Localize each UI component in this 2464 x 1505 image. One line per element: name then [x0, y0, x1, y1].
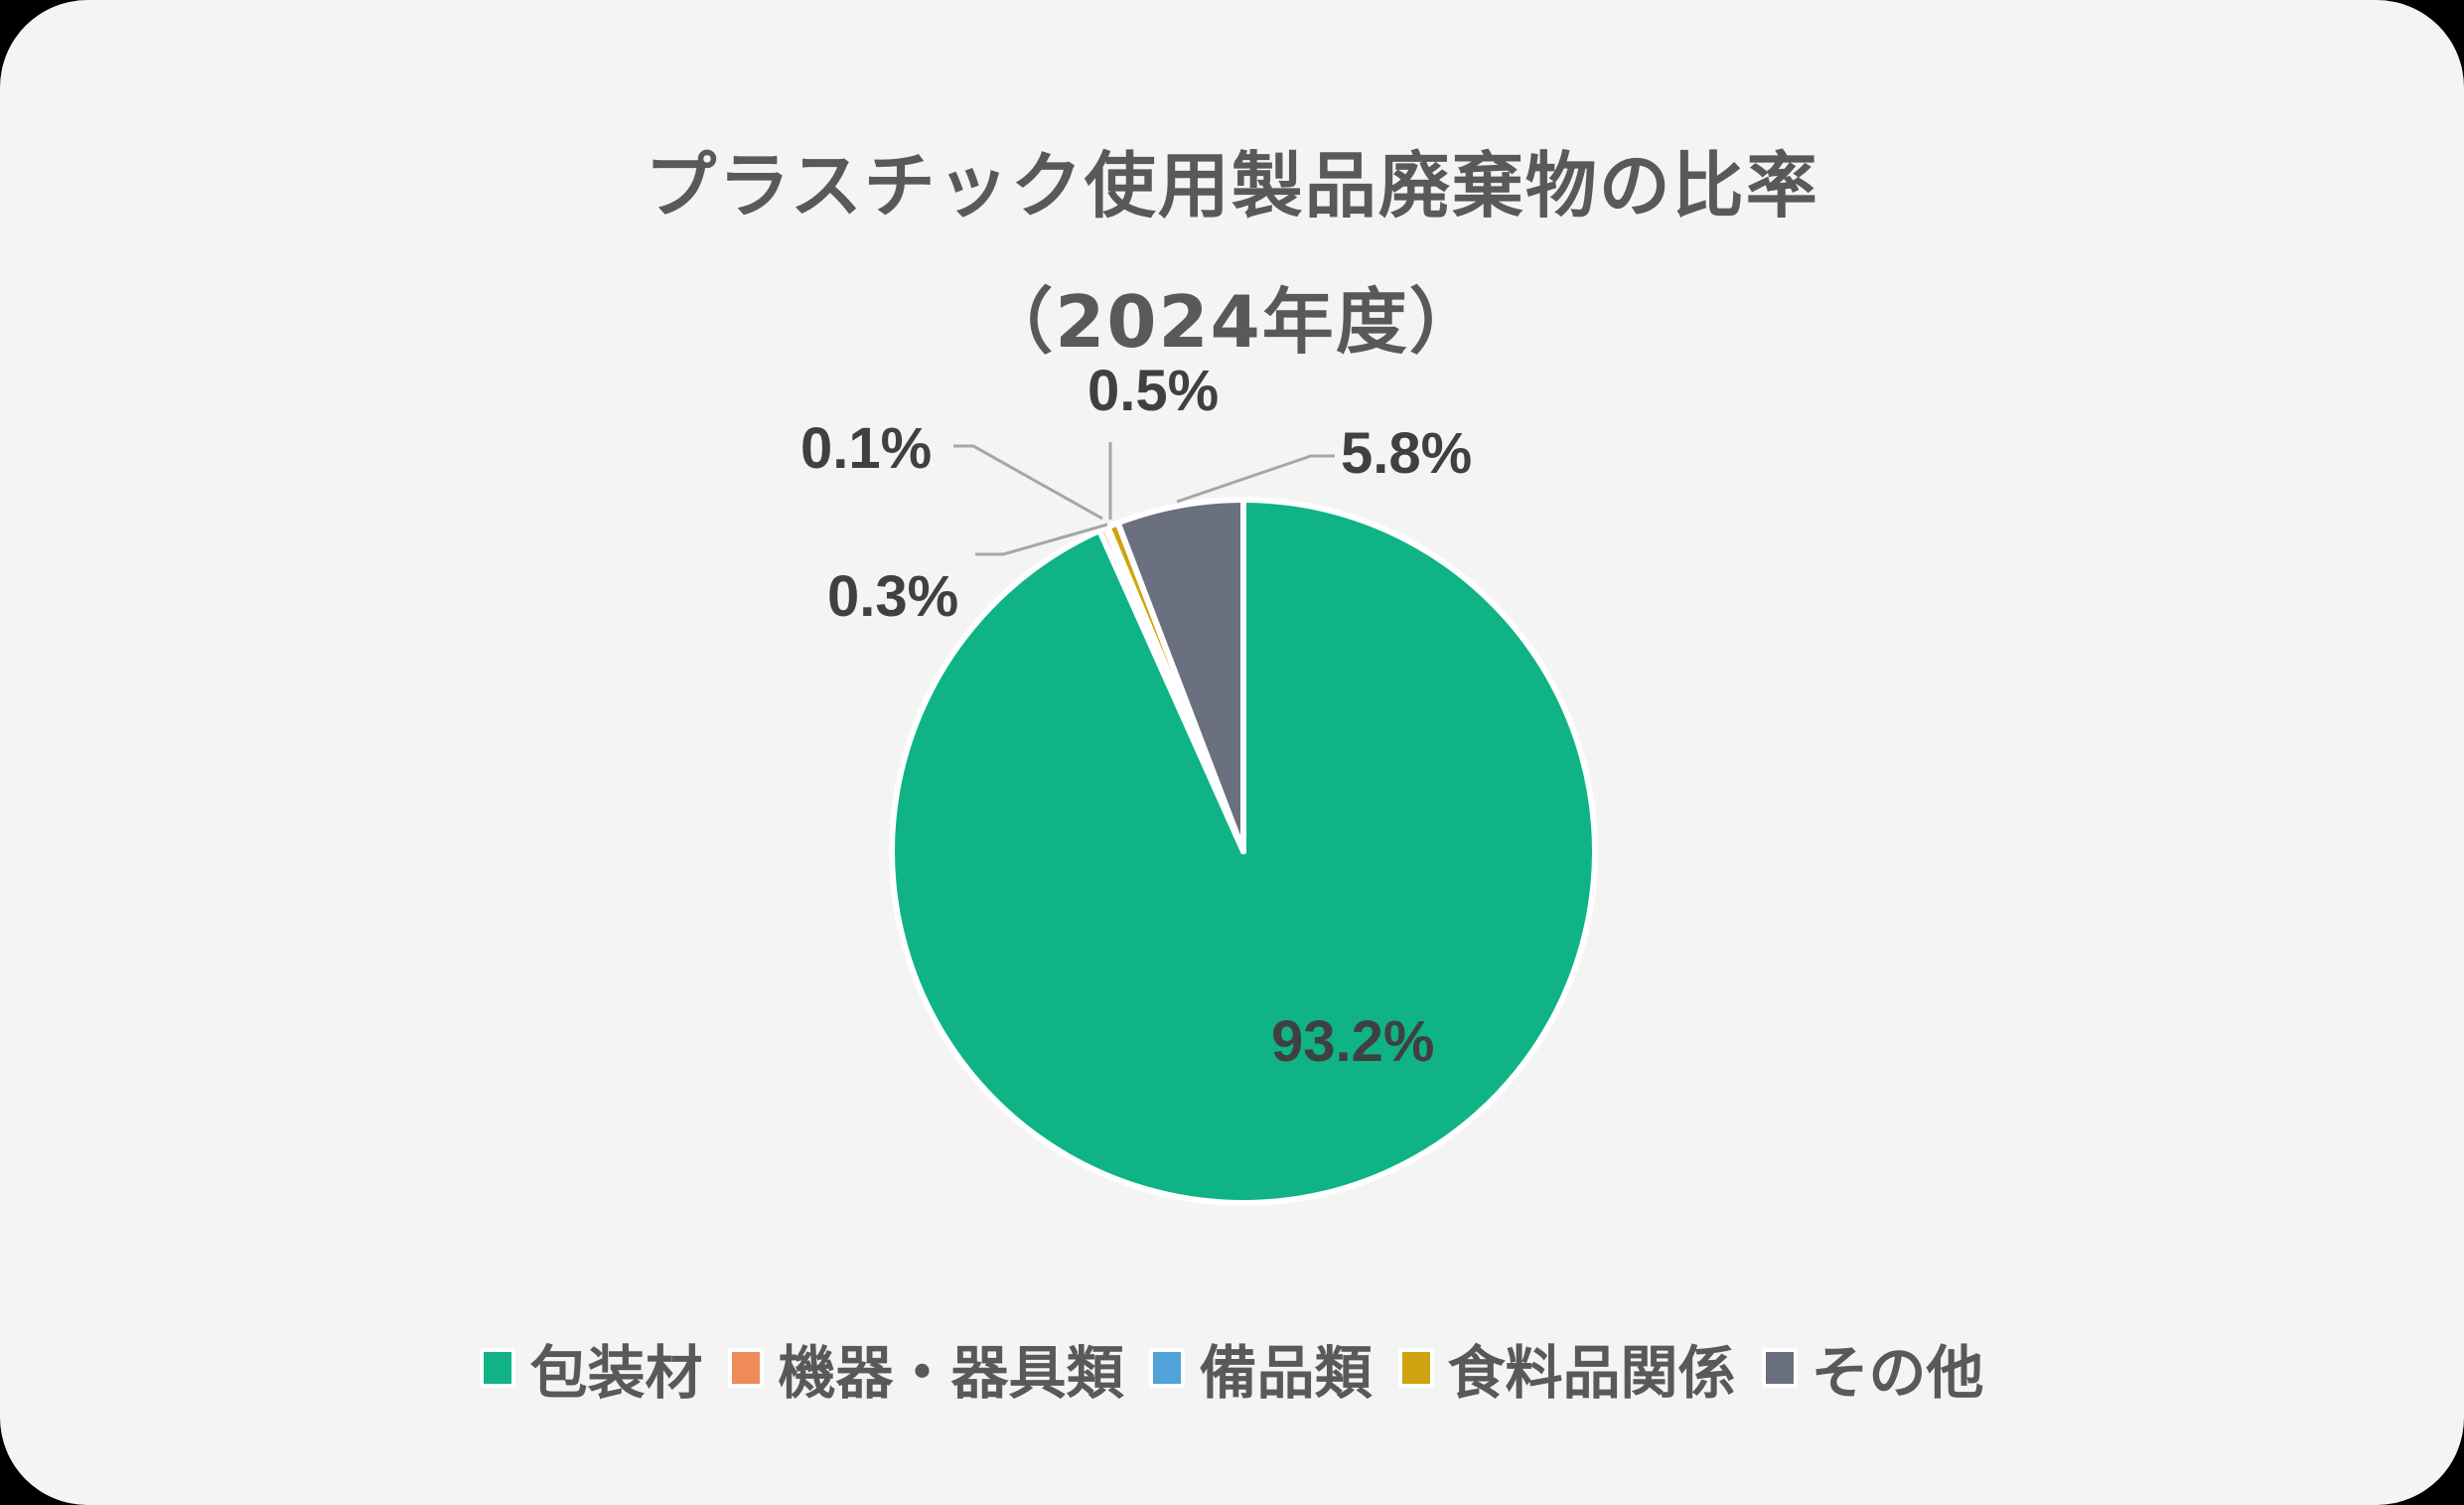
legend-item-equipment: 機器・器具類 [728, 1326, 1123, 1410]
legend-label: その他 [1811, 1339, 1984, 1407]
data-label-food: 0.5% [1087, 359, 1220, 423]
data-label-fixtures: 0.1% [800, 416, 933, 481]
chart-legend: 包装材 機器・器具類 備品類 食料品関係 その他 [0, 1326, 2464, 1410]
legend-label: 備品類 [1199, 1339, 1373, 1407]
legend-swatch-icon [1397, 1348, 1434, 1388]
data-label-equipment: 0.3% [827, 564, 959, 629]
legend-label: 食料品関係 [1447, 1339, 1736, 1407]
legend-item-packaging: 包装材 [480, 1326, 702, 1410]
legend-swatch-icon [1761, 1348, 1798, 1388]
legend-item-food: 食料品関係 [1397, 1326, 1736, 1410]
leader-line [953, 444, 1103, 521]
data-label-other: 5.8% [1341, 421, 1473, 486]
legend-swatch-icon [1149, 1348, 1186, 1388]
chart-subtitle: （2024年度） [981, 280, 1483, 364]
legend-label: 包装材 [529, 1339, 703, 1407]
legend-item-fixtures: 備品類 [1149, 1326, 1373, 1410]
legend-item-other: その他 [1761, 1326, 1984, 1410]
leader-line [975, 523, 1108, 556]
data-label-packaging: 93.2% [1271, 1009, 1435, 1074]
leader-lines [953, 442, 1335, 556]
legend-label: 機器・器具類 [778, 1339, 1124, 1407]
leader-line [1176, 454, 1335, 504]
pie-slices [889, 497, 1598, 1206]
legend-swatch-icon [728, 1348, 765, 1388]
pie-slice-4 [1114, 497, 1246, 854]
chart-title: プラスチック使用製品廃棄物の比率 [645, 144, 1819, 227]
legend-swatch-icon [480, 1348, 516, 1388]
